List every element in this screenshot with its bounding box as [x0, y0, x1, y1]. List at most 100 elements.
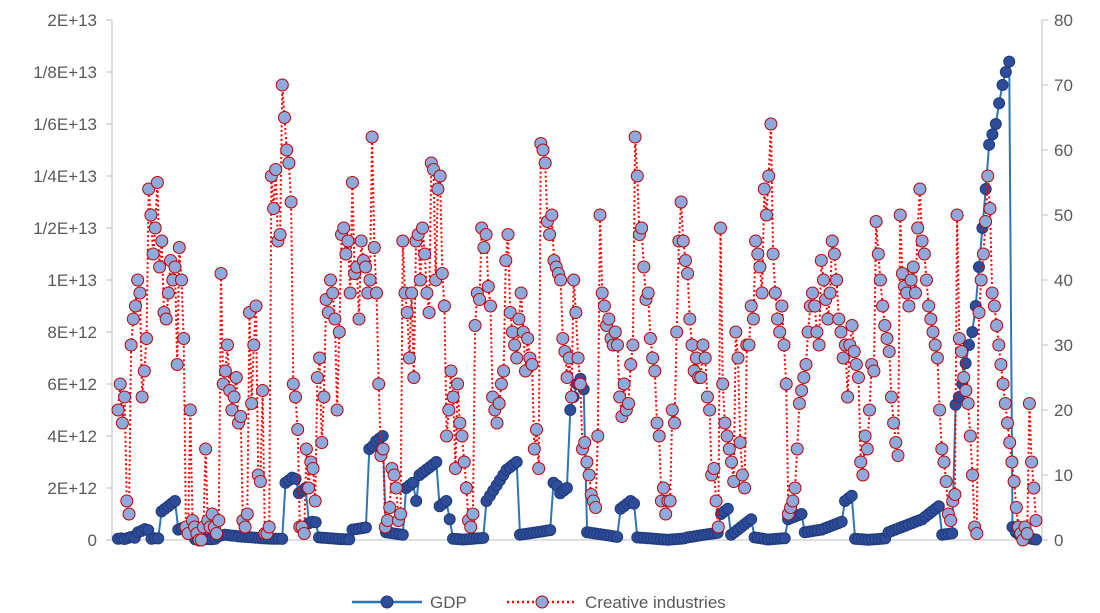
creative-point: [464, 520, 478, 534]
creative-point: [608, 325, 622, 339]
right-axis-tick-labels: 0 10 20 30 40 50 60 70 80: [1042, 11, 1073, 550]
creative-point: [955, 345, 968, 358]
creative-point: [381, 514, 394, 527]
creative-point: [129, 299, 142, 313]
creative-point: [814, 254, 828, 267]
right-tick-label: 0: [1054, 531, 1063, 550]
creative-point: [363, 273, 377, 287]
creative-point: [514, 286, 528, 300]
creative-point: [944, 514, 958, 527]
creative-point: [622, 397, 635, 410]
left-tick-label: 2E+13: [47, 11, 97, 30]
creative-point: [880, 332, 894, 345]
creative-point: [937, 455, 951, 469]
creative-point: [823, 286, 837, 300]
right-tick-label: 70: [1054, 76, 1073, 95]
creative-point: [810, 325, 824, 339]
creative-point: [238, 520, 252, 534]
creative-point: [683, 312, 697, 326]
creative-point: [416, 221, 429, 235]
creative-point: [126, 312, 140, 326]
creative-point: [212, 514, 226, 527]
legend-gdp-label: GDP: [430, 593, 467, 612]
creative-point: [543, 228, 557, 241]
creative-point: [536, 143, 550, 157]
creative-point: [755, 286, 769, 300]
creative-point: [137, 364, 151, 378]
creative-point: [635, 221, 649, 235]
creative-point: [229, 371, 243, 384]
creative-point: [124, 338, 138, 352]
creative-point: [779, 377, 793, 391]
creative-point: [477, 241, 491, 254]
creative-point: [882, 345, 896, 358]
gdp-point: [396, 528, 409, 541]
creative-point: [725, 455, 738, 469]
creative-point: [714, 221, 727, 235]
creative-point: [451, 377, 465, 391]
creative-point: [459, 481, 473, 495]
creative-point: [389, 481, 403, 495]
creative-point: [762, 169, 776, 183]
creative-point: [183, 403, 197, 417]
creative-point: [786, 494, 800, 508]
creative-point: [1009, 501, 1023, 514]
creative-point: [974, 273, 988, 287]
creative-point: [512, 312, 526, 326]
creative-point: [326, 286, 340, 300]
creative-point: [291, 423, 305, 436]
creative-point: [957, 371, 971, 384]
creative-point: [278, 111, 291, 124]
gdp-point: [986, 128, 999, 141]
creative-point: [170, 358, 184, 371]
creative-point: [749, 234, 763, 248]
creative-point: [674, 195, 688, 209]
creative-point: [400, 306, 414, 319]
creative-point: [1001, 416, 1014, 430]
creative-point: [142, 182, 156, 196]
creative-point: [854, 455, 868, 469]
creative-point: [591, 429, 605, 443]
creative-point: [889, 436, 903, 449]
creative-point: [115, 416, 129, 430]
creative-point: [624, 358, 638, 371]
creative-point: [760, 208, 773, 222]
creative-point: [402, 351, 416, 365]
creative-point: [637, 260, 651, 274]
creative-point: [972, 306, 986, 319]
creative-point: [915, 234, 929, 248]
creative-point: [499, 254, 513, 267]
left-tick-label: 1/2E+13: [33, 219, 97, 238]
gdp-point: [845, 489, 858, 502]
creative-point: [727, 475, 741, 488]
creative-point: [435, 267, 449, 280]
creative-point: [744, 299, 758, 313]
creative-point: [812, 338, 826, 352]
creative-point: [473, 293, 486, 306]
gdp-point: [359, 521, 372, 534]
creative-point: [700, 390, 714, 404]
creative-line: [117, 84, 1037, 541]
creative-point: [297, 527, 311, 540]
creative-point: [626, 338, 640, 352]
creative-point: [1027, 481, 1041, 495]
creative-point: [711, 520, 725, 534]
creative-point: [113, 377, 127, 391]
creative-point: [788, 481, 802, 495]
creative-point: [1022, 397, 1036, 410]
creative-point: [532, 462, 546, 475]
creative-point: [777, 338, 791, 352]
right-tick-label: 30: [1054, 336, 1073, 355]
creative-point: [718, 416, 732, 430]
creative-point: [337, 221, 351, 235]
creative-point: [676, 234, 690, 248]
creative-point: [313, 351, 327, 365]
gdp-point: [946, 527, 959, 540]
creative-point: [926, 325, 940, 339]
creative-point: [501, 228, 515, 241]
creative-point: [273, 228, 287, 241]
creative-point: [1029, 514, 1043, 527]
creative-point: [902, 299, 916, 313]
gdp-point: [410, 495, 423, 507]
gdp-point: [795, 508, 808, 520]
